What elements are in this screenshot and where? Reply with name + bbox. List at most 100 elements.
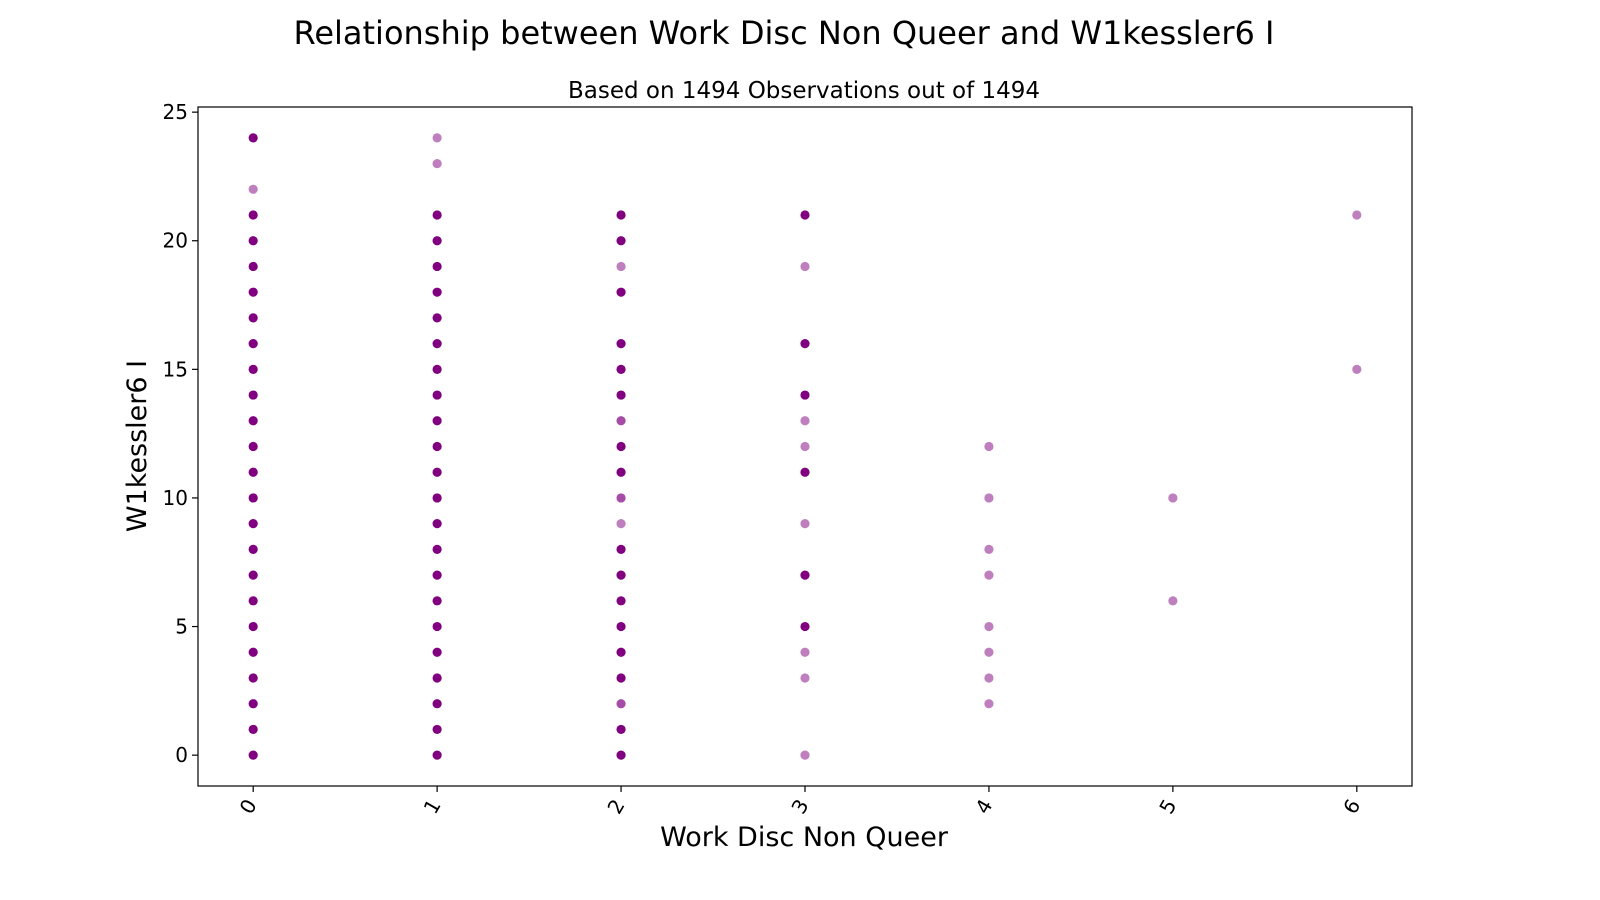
scatter-point bbox=[248, 184, 258, 194]
scatter-point bbox=[248, 441, 258, 452]
x-tick-label: 3 bbox=[786, 795, 813, 818]
x-axis-label: Work Disc Non Queer bbox=[660, 822, 949, 853]
scatter-point bbox=[432, 673, 442, 683]
scatter-point bbox=[248, 313, 258, 323]
scatter-point bbox=[616, 519, 626, 529]
y-tick-label: 25 bbox=[163, 100, 188, 124]
scatter-point bbox=[984, 647, 994, 657]
scatter-point bbox=[432, 287, 442, 297]
scatter-point bbox=[248, 133, 258, 143]
scatter-point bbox=[432, 364, 442, 374]
scatter-point bbox=[432, 493, 442, 503]
scatter-point bbox=[616, 724, 626, 735]
scatter-point bbox=[248, 261, 258, 272]
scatter-point bbox=[248, 364, 258, 374]
scatter-point bbox=[432, 647, 442, 657]
scatter-point bbox=[616, 364, 626, 374]
scatter-point bbox=[432, 416, 442, 426]
scatter-point bbox=[432, 441, 442, 452]
scatter-point bbox=[616, 699, 626, 709]
scatter-point bbox=[432, 390, 442, 400]
scatter-point bbox=[248, 647, 258, 657]
x-tick-label: 0 bbox=[235, 795, 262, 818]
scatter-point bbox=[248, 210, 258, 220]
scatter-point bbox=[432, 236, 442, 246]
scatter-point bbox=[248, 493, 258, 503]
scatter-point bbox=[800, 519, 810, 529]
x-tick-label: 1 bbox=[418, 795, 445, 818]
y-tick-label: 20 bbox=[163, 229, 188, 253]
chart-title: Relationship between Work Disc Non Queer… bbox=[294, 14, 1275, 52]
scatter-point bbox=[616, 390, 626, 400]
scatter-point bbox=[800, 416, 810, 426]
scatter-point bbox=[616, 287, 626, 297]
scatter-point bbox=[248, 724, 258, 735]
scatter-point bbox=[800, 390, 810, 400]
scatter-point bbox=[248, 750, 258, 760]
scatter-point bbox=[432, 519, 442, 529]
scatter-point bbox=[432, 724, 442, 735]
x-axis: 0 1 2 3 4 5 6 bbox=[235, 786, 1365, 818]
scatter-point bbox=[432, 544, 442, 554]
scatter-point bbox=[432, 133, 442, 143]
scatter-point bbox=[800, 673, 810, 683]
scatter-point bbox=[248, 596, 258, 606]
scatter-point bbox=[984, 441, 994, 452]
scatter-point bbox=[616, 493, 626, 503]
scatter-point bbox=[800, 210, 810, 220]
scatter-point bbox=[984, 493, 994, 503]
scatter-point bbox=[248, 467, 258, 477]
scatter-point bbox=[432, 261, 442, 272]
scatter-point bbox=[616, 210, 626, 220]
scatter-point bbox=[432, 467, 442, 477]
scatter-point bbox=[984, 570, 994, 580]
scatter-point bbox=[616, 416, 626, 426]
scatter-point bbox=[432, 596, 442, 606]
y-tick-label: 0 bbox=[175, 743, 188, 767]
x-tick-label: 5 bbox=[1154, 795, 1181, 818]
y-axis-label: W1kessler6 I bbox=[122, 360, 153, 532]
y-tick-label: 5 bbox=[175, 615, 188, 639]
scatter-point bbox=[616, 467, 626, 477]
scatter-point bbox=[1352, 210, 1362, 220]
scatter-point bbox=[248, 416, 258, 426]
scatter-point bbox=[616, 261, 626, 272]
scatter-point bbox=[248, 621, 258, 632]
x-tick-label: 2 bbox=[602, 795, 629, 818]
scatter-point bbox=[248, 544, 258, 554]
scatter-point bbox=[248, 390, 258, 400]
scatter-point bbox=[800, 261, 810, 272]
scatter-point bbox=[984, 699, 994, 709]
scatter-point bbox=[432, 158, 442, 169]
scatter-point bbox=[432, 339, 442, 349]
scatter-point bbox=[800, 339, 810, 349]
scatter-point bbox=[984, 544, 994, 554]
scatter-point bbox=[984, 673, 994, 683]
scatter-point bbox=[432, 621, 442, 632]
scatter-point bbox=[616, 441, 626, 452]
scatter-point bbox=[616, 544, 626, 554]
data-points bbox=[248, 133, 1362, 760]
scatter-point bbox=[432, 313, 442, 323]
scatter-point bbox=[248, 699, 258, 709]
scatter-point bbox=[1168, 493, 1178, 503]
scatter-point bbox=[248, 287, 258, 297]
scatter-point bbox=[616, 673, 626, 683]
scatter-point bbox=[800, 621, 810, 632]
scatter-point bbox=[616, 750, 626, 760]
scatter-point bbox=[616, 570, 626, 580]
scatter-point bbox=[616, 647, 626, 657]
scatter-point bbox=[432, 699, 442, 709]
scatter-point bbox=[616, 236, 626, 246]
scatter-point bbox=[800, 467, 810, 477]
scatter-point bbox=[248, 570, 258, 580]
y-axis: 0 5 10 15 20 25 bbox=[163, 100, 198, 767]
scatter-point bbox=[800, 647, 810, 657]
scatter-point bbox=[248, 236, 258, 246]
x-tick-label: 4 bbox=[970, 795, 997, 818]
scatter-point bbox=[616, 339, 626, 349]
scatter-point bbox=[616, 621, 626, 632]
scatter-point bbox=[432, 570, 442, 580]
